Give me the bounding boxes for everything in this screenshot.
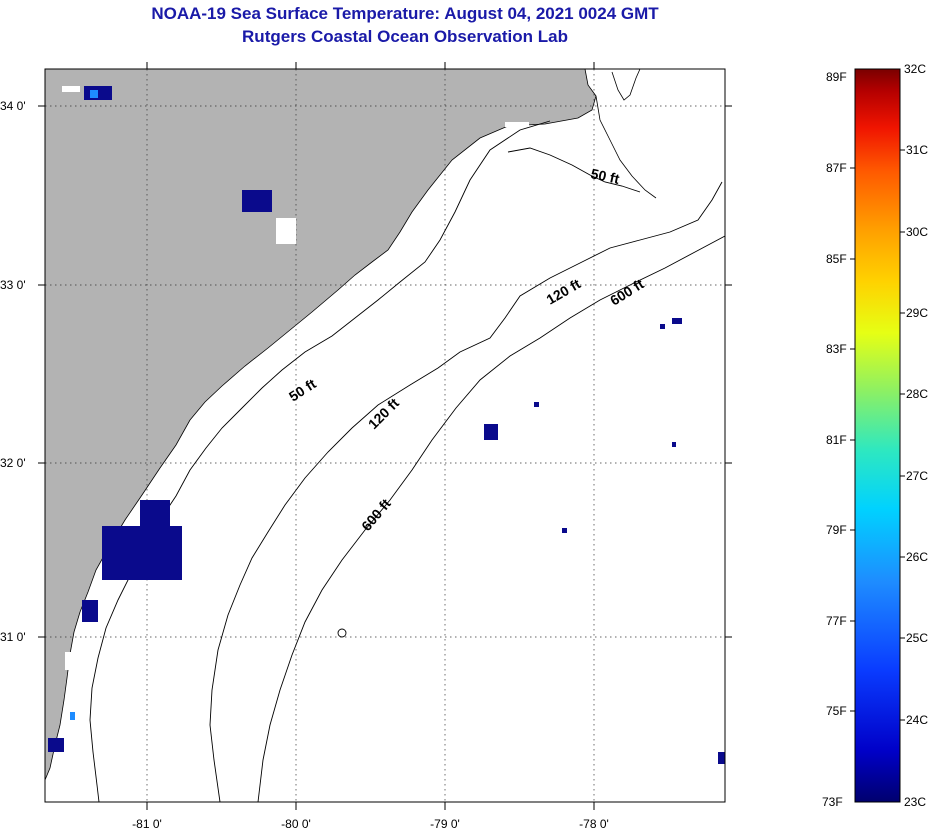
missing-data-patches [62, 86, 529, 670]
colorbar-c-label: 24C [906, 713, 928, 727]
contour-120ft [209, 181, 723, 802]
lon-label: -78 0' [579, 817, 609, 831]
map-panel[interactable] [38, 62, 732, 810]
colorbar-f-label: 83F [826, 342, 847, 356]
contour-label-50ft: 50 ft [589, 165, 621, 187]
contour-50ft-bay [507, 147, 641, 193]
sst-lighter-patches [70, 90, 98, 720]
colorbar-f-label: 81F [826, 433, 847, 447]
colorbar [850, 68, 905, 803]
colorbar-c-label: 31C [906, 143, 928, 157]
lat-label: 32 0' [0, 456, 26, 470]
colorbar-c-label: 23C [904, 795, 926, 809]
colorbar-f-label: 79F [826, 523, 847, 537]
lon-label: -81 0' [132, 817, 162, 831]
colorbar-c-label: 26C [906, 550, 928, 564]
cape-fear-shoreline [595, 95, 657, 199]
colorbar-c-label: 30C [906, 225, 928, 239]
colorbar-f-label: 75F [826, 704, 847, 718]
graticule [45, 69, 725, 802]
colorbar-c-label: 27C [906, 469, 928, 483]
seamount-contour [337, 628, 347, 638]
colorbar-f-label: 73F [822, 795, 843, 809]
barrier-island [611, 69, 641, 101]
colorbar-c-label: 28C [906, 387, 928, 401]
lat-label: 31 0' [0, 630, 26, 644]
lon-label: -79 0' [430, 817, 460, 831]
lat-label: 33 0' [0, 278, 26, 292]
lon-label: -80 0' [281, 817, 311, 831]
colorbar-f-label: 77F [826, 614, 847, 628]
colorbar-c-label: 32C [904, 62, 926, 76]
title-line-1: NOAA-19 Sea Surface Temperature: August … [151, 4, 659, 23]
contour-600ft [257, 235, 725, 802]
contour-50ft [89, 120, 551, 802]
lat-label: 34 0' [0, 99, 26, 113]
colorbar-f-label: 85F [826, 252, 847, 266]
title-line-2: Rutgers Coastal Ocean Observation Lab [242, 27, 568, 46]
axis-ticks [38, 62, 732, 810]
colorbar-c-label: 25C [906, 631, 928, 645]
colorbar-f-label: 89F [826, 70, 847, 84]
colorbar-f-label: 87F [826, 161, 847, 175]
colorbar-c-label: 29C [906, 306, 928, 320]
